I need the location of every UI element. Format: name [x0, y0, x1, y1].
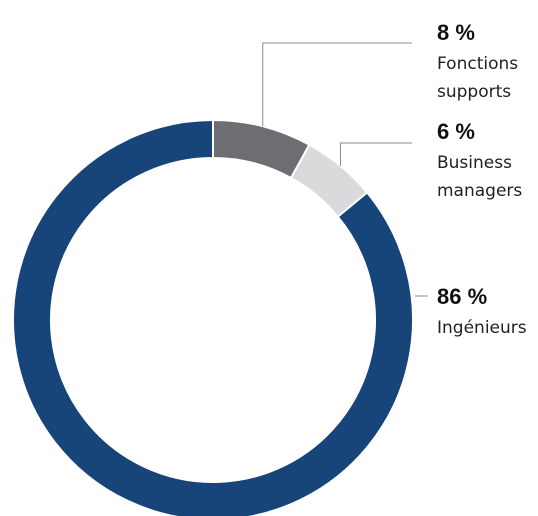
slice-ingenieurs — [12, 118, 414, 516]
slice-category-label-fonctions-supports-line1: Fonctions — [437, 54, 518, 74]
slice-category-label-business-managers-line2: managers — [437, 181, 522, 201]
slice-value-label-ingenieurs: 86 % — [437, 284, 487, 309]
slice-category-label-business-managers-line1: Business — [437, 153, 512, 173]
slice-category-label-fonctions-supports-line2: supports — [437, 82, 511, 102]
slice-category-label-ingenieurs: Ingénieurs — [437, 318, 527, 338]
slices-group — [12, 118, 414, 516]
leader-line-fonctions-supports — [262, 42, 412, 127]
leader-lines-group — [262, 42, 428, 297]
slice-value-label-fonctions-supports: 8 % — [437, 20, 475, 45]
slice-value-label-business-managers: 6 % — [437, 119, 475, 144]
leader-line-business-managers — [339, 142, 412, 166]
